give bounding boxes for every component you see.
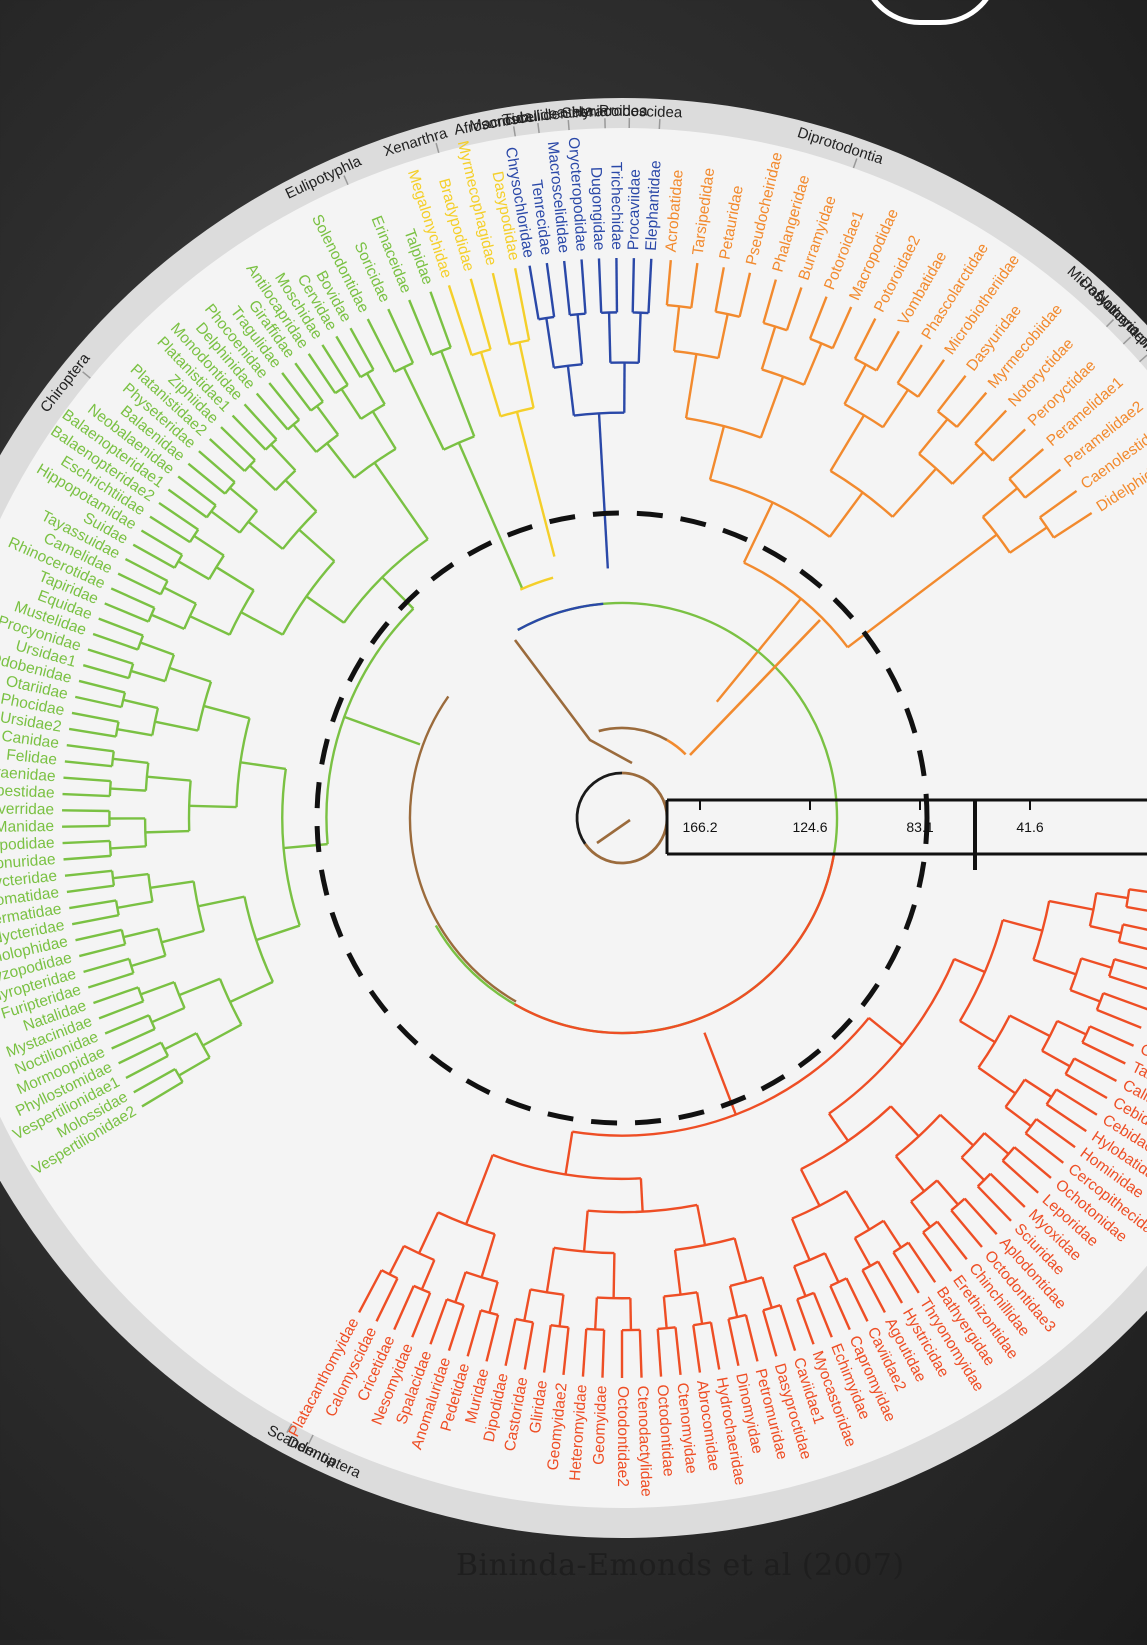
branch: [145, 831, 189, 832]
scale-label: 124.6: [792, 819, 827, 835]
scale-label: 83.1: [906, 819, 933, 835]
taxon-label: Dugongidae: [587, 167, 607, 251]
branch: [616, 258, 617, 312]
taxon-label: Geomyidae: [591, 1385, 611, 1465]
order-divider: [659, 119, 660, 129]
branch: [595, 1298, 597, 1330]
citation: Bininda-Emonds et al (2007): [456, 1548, 916, 1583]
branch: [602, 1330, 604, 1378]
taxon-label: Procaviidae: [625, 169, 644, 250]
branch: [62, 810, 109, 811]
branch: [630, 1298, 631, 1330]
scale-label: 166.2: [682, 819, 717, 835]
branch: [609, 313, 610, 363]
taxon-label: Trichechidae: [607, 162, 625, 250]
branch: [62, 826, 109, 827]
taxon-label: Manidae: [0, 818, 54, 836]
branch: [633, 258, 634, 312]
branch: [640, 1330, 642, 1378]
taxon-label: Viverridae: [0, 800, 54, 818]
scale-label: 41.6: [1016, 819, 1043, 835]
order-label: Proboscidea: [599, 102, 683, 121]
branch: [614, 1253, 615, 1298]
taxon-label: Octodontidae2: [614, 1386, 631, 1487]
branch: [189, 806, 236, 807]
